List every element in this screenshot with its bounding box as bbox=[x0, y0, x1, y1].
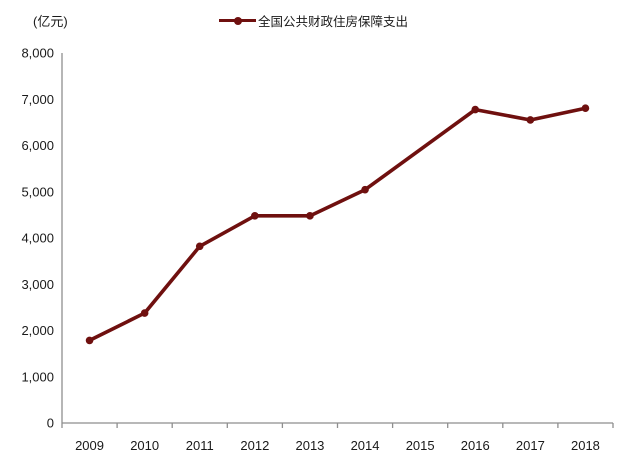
x-axis-tick-label: 2010 bbox=[130, 438, 159, 453]
x-axis-tick-label: 2018 bbox=[571, 438, 600, 453]
y-axis-tick-label: 6,000 bbox=[21, 138, 54, 153]
y-axis-unit-label: (亿元) bbox=[33, 14, 68, 29]
y-axis-tick-label: 0 bbox=[47, 416, 54, 431]
y-axis-tick-label: 5,000 bbox=[21, 184, 54, 199]
x-axis-tick-label: 2014 bbox=[351, 438, 380, 453]
legend-line-marker-swatch bbox=[219, 16, 256, 25]
data-point-marker bbox=[140, 309, 149, 317]
y-axis-tick-label: 8,000 bbox=[21, 46, 54, 61]
x-axis-tick-label: 2016 bbox=[461, 438, 490, 453]
data-point-marker bbox=[251, 212, 259, 220]
legend: 全国公共财政住房保障支出 bbox=[219, 12, 408, 29]
x-axis-tick-label: 2017 bbox=[516, 438, 545, 453]
x-axis-tick-label: 2012 bbox=[240, 438, 269, 453]
x-axis-tick-label: 2009 bbox=[75, 438, 104, 453]
y-axis-tick-label: 1,000 bbox=[21, 369, 54, 384]
data-point-marker bbox=[581, 104, 590, 113]
data-point-marker bbox=[195, 242, 204, 251]
y-axis-tick-label: 4,000 bbox=[21, 231, 54, 246]
y-axis-tick-label: 2,000 bbox=[21, 323, 54, 338]
x-axis-tick-label: 2011 bbox=[186, 438, 214, 453]
data-point-marker bbox=[306, 212, 314, 220]
legend-dot-icon bbox=[233, 16, 242, 25]
data-point-marker bbox=[526, 116, 535, 124]
y-axis-tick-label: 7,000 bbox=[21, 92, 54, 107]
x-axis-tick-label: 2015 bbox=[406, 438, 435, 453]
data-point-marker bbox=[471, 105, 480, 114]
x-axis-tick-label: 2013 bbox=[295, 438, 324, 453]
series-line bbox=[87, 106, 588, 343]
data-point-marker bbox=[85, 336, 94, 345]
y-axis-tick-label: 3,000 bbox=[21, 277, 54, 292]
legend-series-label: 全国公共财政住房保障支出 bbox=[258, 15, 409, 29]
data-point-marker bbox=[361, 185, 369, 194]
